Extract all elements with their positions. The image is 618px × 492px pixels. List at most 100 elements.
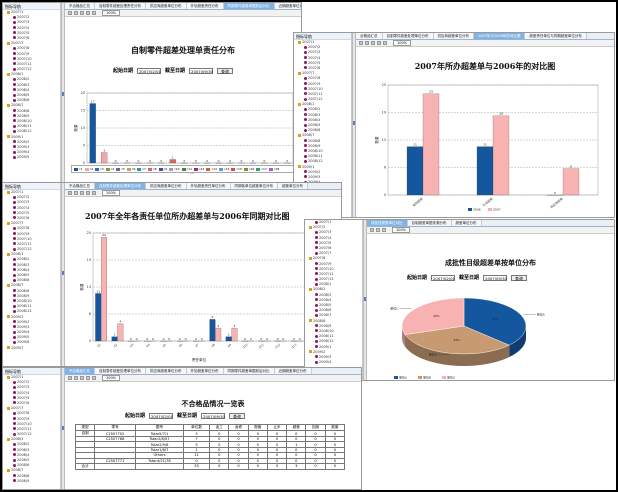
tree-item[interactable]: 2007/1 <box>3 10 60 15</box>
tree-item[interactable]: 2008/8 <box>3 474 60 479</box>
tree-item[interactable]: 2009/1 <box>305 345 362 350</box>
tab-3[interactable]: 外协超差责任分布 <box>186 3 224 9</box>
start-date-input[interactable]: 2007/02/01 <box>431 274 456 281</box>
tree-item[interactable]: 2008/7 <box>3 468 60 473</box>
tree-item[interactable]: 2008/6 <box>3 463 60 468</box>
tree-item[interactable]: 2007/11 <box>3 242 60 247</box>
tree-item[interactable]: 2007/9 <box>3 232 60 237</box>
tree-item[interactable]: 2007/10 <box>305 267 362 272</box>
tree-item[interactable]: 2007/6 <box>3 401 60 406</box>
tree-item[interactable]: 2008/8 <box>3 109 60 114</box>
tree-item[interactable]: 2009/2 <box>305 350 362 355</box>
tree-item[interactable]: 2009/7 <box>3 346 60 351</box>
tree-item[interactable]: 2007/10 <box>3 57 60 62</box>
tree-item[interactable]: 2008/1 <box>3 252 60 257</box>
print-icon[interactable] <box>359 41 363 45</box>
collapse-arrow-icon[interactable] <box>62 270 64 275</box>
tree-item[interactable]: 2008/7 <box>3 283 60 288</box>
tree-item[interactable]: 2009/1 <box>3 135 60 140</box>
tree-item[interactable]: 2007/12 <box>294 97 351 102</box>
tree-item[interactable]: 2008/4 <box>3 453 60 458</box>
tab-2[interactable]: 超差单位分布 <box>451 220 482 226</box>
tree-item[interactable]: 2007/11 <box>3 427 60 432</box>
tab-4[interactable]: 超差责任单位与同期超差单位分布 <box>525 33 587 39</box>
tree-item[interactable]: 2007/7 <box>3 221 60 226</box>
prev-page-icon[interactable] <box>86 376 90 380</box>
tree-item[interactable]: 2008/3 <box>305 293 362 298</box>
tree-item[interactable]: 2007/12 <box>305 277 362 282</box>
print-icon[interactable] <box>68 376 72 380</box>
tree-item[interactable]: 2009/2 <box>294 170 351 175</box>
tab-3[interactable]: 2007年与2006年的对比图 <box>474 33 526 39</box>
tree-item[interactable]: 2007/12 <box>3 247 60 252</box>
tree-item[interactable]: 2008/7 <box>305 313 362 318</box>
tab-4[interactable]: 同期各单位超差单位分布 <box>230 183 278 189</box>
tree-item[interactable]: 2008/11 <box>3 304 60 309</box>
tree-item[interactable]: 2007/2 <box>305 225 362 230</box>
tree-item[interactable]: 2008/2 <box>3 257 60 262</box>
tree-item[interactable]: 2007/10 <box>294 87 351 92</box>
tree-item[interactable]: 2007/7 <box>3 406 60 411</box>
tab-4[interactable]: 同期零件超差单据前后对比 <box>223 3 275 9</box>
tree-item[interactable]: 2009/1 <box>294 165 351 170</box>
tree-item[interactable]: 2007/3 <box>3 20 60 25</box>
tree-item[interactable]: 2008/11 <box>294 154 351 159</box>
tab-2[interactable]: 供应商超差单位分布 <box>146 3 187 9</box>
tree-item[interactable]: 2007/2 <box>3 380 60 385</box>
tree-item[interactable]: 2008/1 <box>3 437 60 442</box>
tree-item[interactable]: 2007/8 <box>3 411 60 416</box>
zoom-select[interactable]: 100% <box>392 227 411 233</box>
tree-item[interactable]: 2008/9 <box>3 294 60 299</box>
tab-0[interactable]: 不合格品汇总 <box>65 3 95 9</box>
first-page-icon[interactable] <box>80 11 84 15</box>
tree-item[interactable]: 2009/6 <box>3 340 60 345</box>
tree-item[interactable]: 2007/1 <box>294 40 351 45</box>
tree-item[interactable]: 2008/11 <box>3 124 60 129</box>
tree-item[interactable]: 2008/3 <box>3 83 60 88</box>
tree-item[interactable]: 2008/4 <box>305 298 362 303</box>
tree-item[interactable]: 2007/12 <box>3 432 60 437</box>
zoom-select[interactable]: 100% <box>102 375 121 381</box>
tree-item[interactable]: 2007/1 <box>3 375 60 380</box>
export-icon[interactable] <box>376 228 380 232</box>
tab-2[interactable]: 供应商超差单位分布 <box>433 33 474 39</box>
tree-item[interactable]: 2007/9 <box>305 262 362 267</box>
tree-item[interactable]: 2007/6 <box>294 66 351 71</box>
tab-2[interactable]: 供应商超差单位分布 <box>146 368 187 374</box>
tree-item[interactable]: 2007/9 <box>3 52 60 57</box>
next-page-icon[interactable] <box>92 191 96 195</box>
tree-item[interactable]: 2008/11 <box>305 334 362 339</box>
splitter[interactable] <box>61 3 65 189</box>
query-button[interactable]: 查询 <box>217 67 234 74</box>
tree-item[interactable]: 2008/8 <box>294 139 351 144</box>
tree-item[interactable]: 2008/7 <box>3 103 60 108</box>
tree-item[interactable]: 2008/7 <box>294 133 351 138</box>
splitter[interactable] <box>61 183 65 366</box>
end-date-input[interactable]: 2007/09/30 <box>483 274 508 281</box>
tree-item[interactable]: 2008/6 <box>294 128 351 133</box>
tab-5[interactable]: 超差单位分布 <box>278 183 308 189</box>
tree-item[interactable]: 2008/8 <box>3 289 60 294</box>
zoom-select[interactable]: 100% <box>102 190 121 196</box>
tree-item[interactable]: 2007/11 <box>294 92 351 97</box>
tree-item[interactable]: 2008/6 <box>3 278 60 283</box>
tree-item[interactable]: 2008/3 <box>294 113 351 118</box>
collapse-arrow-icon[interactable] <box>364 296 366 301</box>
tree-item[interactable]: 2008/5 <box>294 123 351 128</box>
tree-item[interactable]: 2007/5 <box>294 61 351 66</box>
tree-item[interactable]: 2009/3 <box>3 325 60 330</box>
print-icon[interactable] <box>68 191 72 195</box>
tab-0[interactable]: 不合格品汇总 <box>65 368 95 374</box>
splitter[interactable] <box>352 33 356 217</box>
tree-item[interactable]: 2008/6 <box>3 98 60 103</box>
print-icon[interactable] <box>68 11 72 15</box>
tab-1[interactable]: 自制零件超差处理单位分布 <box>382 33 434 39</box>
tree-item[interactable]: 2007/5 <box>3 31 60 36</box>
tree-item[interactable]: 2007/2 <box>3 195 60 200</box>
tree-item[interactable]: 2007/8 <box>3 226 60 231</box>
tree-item[interactable]: 2008/10 <box>3 299 60 304</box>
splitter[interactable] <box>363 220 367 380</box>
tree-item[interactable]: 2009/3 <box>3 145 60 150</box>
first-page-icon[interactable] <box>80 376 84 380</box>
tree-item[interactable]: 2008/5 <box>305 303 362 308</box>
